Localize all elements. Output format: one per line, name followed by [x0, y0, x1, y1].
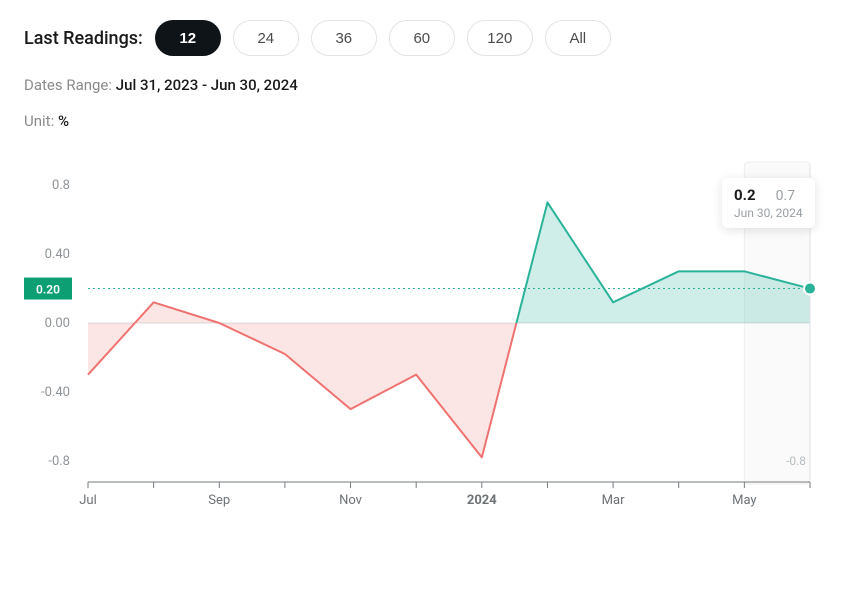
- tooltip-value-secondary: 0.7: [776, 188, 795, 204]
- readings-pill-120[interactable]: 120: [467, 20, 533, 56]
- dates-range-label: Dates Range:: [24, 76, 112, 94]
- svg-text:May: May: [732, 493, 756, 508]
- unit-line: Unit: %: [24, 112, 818, 130]
- dates-range-value: Jul 31, 2023 - Jun 30, 2024: [116, 76, 298, 94]
- readings-pill-all[interactable]: All: [545, 20, 611, 56]
- readings-pill-12[interactable]: 12: [155, 20, 221, 56]
- readings-controls: Last Readings: 12 24 36 60 120 All: [24, 20, 818, 56]
- svg-text:0.00: 0.00: [45, 316, 70, 331]
- unit-label: Unit:: [24, 112, 54, 130]
- tooltip-value-main: 0.2: [734, 186, 756, 204]
- chart-svg[interactable]: 0.8 0.40 0.20 0.00 -0.40 -0.8 0.7 -0.8 Jul Sep Nov…: [24, 148, 818, 528]
- svg-text:0.8: 0.8: [52, 178, 70, 193]
- chart-tooltip: 0.2 0.7 Jun 30, 2024: [722, 178, 815, 228]
- svg-text:Jul: Jul: [79, 493, 97, 508]
- svg-text:0.20: 0.20: [36, 283, 60, 297]
- readings-pill-60[interactable]: 60: [389, 20, 455, 56]
- chart-container: 0.8 0.40 0.20 0.00 -0.40 -0.8 0.7 -0.8 Jul Sep Nov…: [24, 148, 818, 568]
- tooltip-date: Jun 30, 2024: [734, 206, 803, 220]
- readings-label: Last Readings:: [24, 28, 143, 49]
- svg-text:Mar: Mar: [602, 493, 625, 508]
- svg-text:Nov: Nov: [339, 493, 363, 508]
- svg-text:Sep: Sep: [208, 493, 230, 508]
- svg-text:0.40: 0.40: [45, 247, 70, 262]
- svg-text:-0.8: -0.8: [48, 454, 70, 469]
- svg-text:2024: 2024: [467, 493, 497, 508]
- unit-value: %: [58, 112, 69, 130]
- svg-text:-0.8: -0.8: [786, 454, 806, 468]
- readings-pill-36[interactable]: 36: [311, 20, 377, 56]
- svg-text:-0.40: -0.40: [41, 385, 70, 400]
- readings-pill-24[interactable]: 24: [233, 20, 299, 56]
- dates-range: Dates Range: Jul 31, 2023 - Jun 30, 2024: [24, 76, 818, 94]
